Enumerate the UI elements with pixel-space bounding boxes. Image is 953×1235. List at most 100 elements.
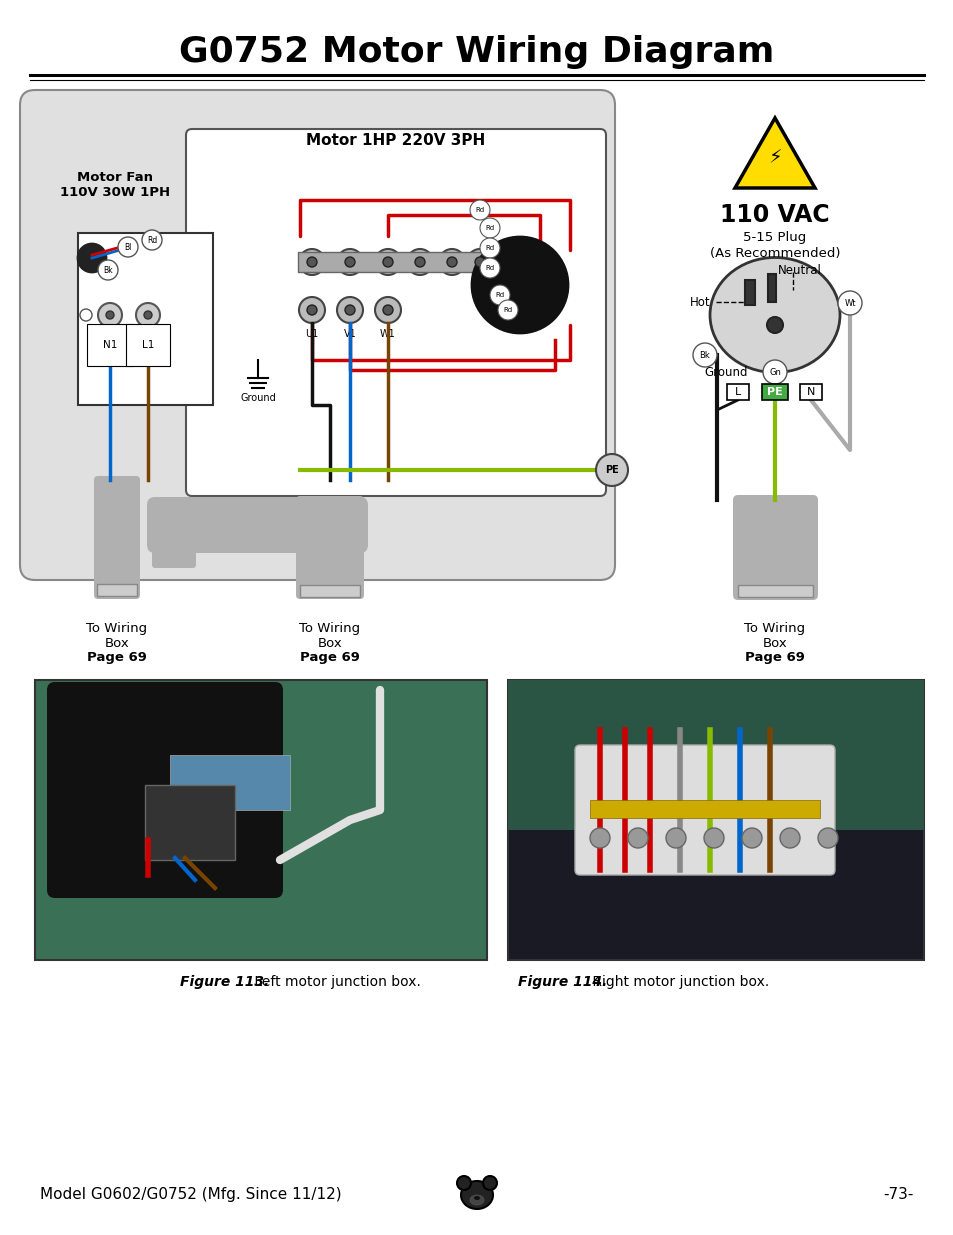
- Text: Rd: Rd: [503, 308, 512, 312]
- Circle shape: [307, 257, 316, 267]
- Text: N: N: [806, 387, 814, 396]
- Circle shape: [345, 257, 355, 267]
- Text: Ground: Ground: [703, 366, 747, 378]
- Bar: [507, 680, 923, 960]
- Circle shape: [78, 245, 106, 272]
- Circle shape: [142, 230, 162, 249]
- Bar: [35, 680, 486, 960]
- FancyBboxPatch shape: [20, 90, 615, 580]
- Ellipse shape: [474, 1195, 479, 1200]
- Ellipse shape: [460, 1181, 493, 1209]
- Bar: [170, 755, 290, 810]
- Ellipse shape: [709, 258, 840, 373]
- FancyBboxPatch shape: [732, 495, 817, 600]
- Text: Figure 113.: Figure 113.: [180, 974, 269, 989]
- Circle shape: [375, 296, 400, 324]
- Circle shape: [766, 317, 782, 333]
- Circle shape: [447, 257, 456, 267]
- Text: N1: N1: [103, 340, 117, 350]
- Circle shape: [467, 249, 493, 275]
- Text: -73-: -73-: [882, 1188, 913, 1203]
- Text: Rd: Rd: [485, 225, 494, 231]
- Circle shape: [479, 219, 499, 238]
- Text: Rd: Rd: [475, 207, 484, 212]
- Circle shape: [144, 311, 152, 319]
- Polygon shape: [734, 119, 814, 188]
- Text: Motor 1HP 220V 3PH: Motor 1HP 220V 3PH: [306, 132, 485, 147]
- Circle shape: [415, 257, 424, 267]
- Text: Bl: Bl: [124, 242, 132, 252]
- Circle shape: [80, 309, 91, 321]
- Text: PE: PE: [766, 387, 782, 396]
- Text: Bk: Bk: [699, 351, 710, 359]
- Text: Motor Fan
110V 30W 1PH: Motor Fan 110V 30W 1PH: [60, 170, 170, 199]
- Text: Page 69: Page 69: [87, 651, 147, 664]
- FancyBboxPatch shape: [575, 745, 834, 876]
- FancyBboxPatch shape: [295, 496, 364, 599]
- Circle shape: [837, 291, 862, 315]
- Circle shape: [596, 454, 627, 487]
- Circle shape: [692, 343, 717, 367]
- Text: U1: U1: [305, 329, 318, 338]
- Circle shape: [307, 305, 316, 315]
- Text: Rd: Rd: [495, 291, 504, 298]
- Circle shape: [817, 827, 837, 848]
- Bar: [744, 280, 754, 305]
- Circle shape: [336, 296, 363, 324]
- Text: Neutral: Neutral: [778, 263, 821, 277]
- Circle shape: [382, 257, 393, 267]
- Bar: [297, 252, 493, 272]
- Bar: [507, 680, 923, 830]
- Circle shape: [375, 249, 400, 275]
- Text: To Wiring
Box: To Wiring Box: [299, 622, 360, 650]
- Circle shape: [98, 261, 118, 280]
- Text: (As Recommended): (As Recommended): [709, 247, 840, 259]
- Circle shape: [472, 237, 567, 333]
- Circle shape: [475, 257, 484, 267]
- Circle shape: [336, 249, 363, 275]
- Bar: [800, 384, 821, 400]
- Ellipse shape: [470, 1195, 483, 1205]
- Text: V1: V1: [343, 329, 356, 338]
- Text: 110 VAC: 110 VAC: [720, 203, 829, 227]
- Bar: [767, 274, 775, 303]
- Text: Page 69: Page 69: [300, 651, 359, 664]
- Text: W1: W1: [379, 329, 395, 338]
- Text: Rd: Rd: [485, 245, 494, 251]
- Circle shape: [298, 296, 325, 324]
- Text: ⚡: ⚡: [767, 148, 781, 168]
- Text: To Wiring
Box: To Wiring Box: [87, 622, 148, 650]
- Circle shape: [497, 300, 517, 320]
- FancyBboxPatch shape: [147, 496, 368, 553]
- Circle shape: [762, 359, 786, 384]
- FancyBboxPatch shape: [94, 475, 140, 599]
- Text: Model G0602/G0752 (Mfg. Since 11/12): Model G0602/G0752 (Mfg. Since 11/12): [40, 1188, 341, 1203]
- Circle shape: [118, 237, 138, 257]
- Bar: [299, 585, 359, 597]
- Circle shape: [136, 303, 160, 327]
- Text: Gn: Gn: [768, 368, 781, 377]
- Bar: [738, 585, 812, 597]
- FancyBboxPatch shape: [152, 537, 195, 568]
- Circle shape: [382, 305, 393, 315]
- FancyBboxPatch shape: [47, 682, 283, 898]
- Text: Wt: Wt: [843, 299, 855, 308]
- Circle shape: [482, 1176, 497, 1191]
- Bar: [97, 584, 137, 597]
- Circle shape: [407, 249, 433, 275]
- Circle shape: [665, 827, 685, 848]
- Bar: [589, 800, 820, 818]
- Text: Page 69: Page 69: [744, 651, 804, 664]
- FancyBboxPatch shape: [186, 128, 605, 496]
- Text: To Wiring
Box: To Wiring Box: [743, 622, 804, 650]
- Circle shape: [589, 827, 609, 848]
- Circle shape: [627, 827, 647, 848]
- Bar: [761, 384, 787, 400]
- Circle shape: [703, 827, 723, 848]
- Text: 5-15 Plug: 5-15 Plug: [742, 231, 806, 243]
- Circle shape: [470, 200, 490, 220]
- Text: G0752 Motor Wiring Diagram: G0752 Motor Wiring Diagram: [179, 35, 774, 69]
- Text: Figure 114.: Figure 114.: [517, 974, 607, 989]
- Text: L: L: [734, 387, 740, 396]
- Text: Hot: Hot: [689, 295, 710, 309]
